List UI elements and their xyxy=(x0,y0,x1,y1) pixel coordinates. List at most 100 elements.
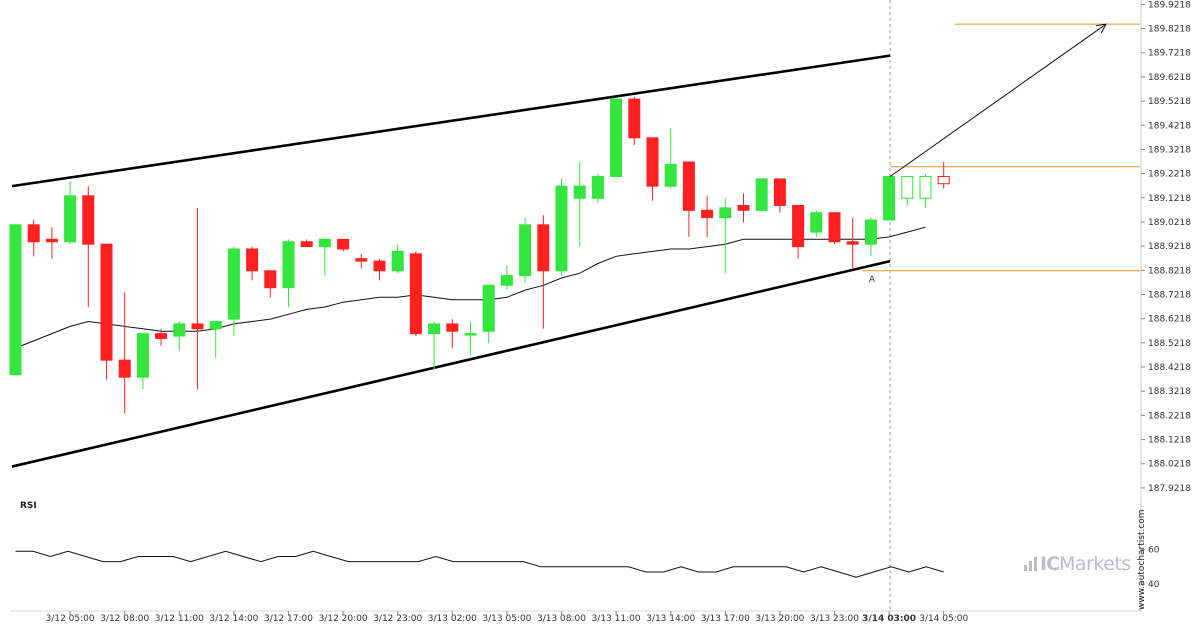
candle-body xyxy=(537,224,550,272)
candle-body xyxy=(519,224,532,277)
candle-body xyxy=(173,323,186,337)
projected-candle-body xyxy=(919,175,932,199)
price-tick-label: 189.2218 xyxy=(1148,170,1191,180)
candle-body xyxy=(337,238,350,250)
price-tick-label: 188.0218 xyxy=(1148,460,1191,470)
price-tick-label: 188.9218 xyxy=(1148,242,1191,252)
candle-body xyxy=(664,163,677,187)
price-tick-label: 188.7218 xyxy=(1148,290,1191,300)
projection-arrow xyxy=(889,23,1107,177)
candle-body xyxy=(155,333,168,339)
candle-body xyxy=(755,178,768,211)
channel-lines xyxy=(11,54,891,468)
candle-body xyxy=(428,323,441,335)
channel-lower-line xyxy=(11,259,891,468)
icmarkets-logo: IC Markets xyxy=(1024,553,1131,575)
candle-body xyxy=(719,207,732,219)
price-tick-label: 188.2218 xyxy=(1148,411,1191,421)
time-tick-label: 3/12 17:00 xyxy=(264,614,313,624)
candle-body xyxy=(500,275,513,286)
candle-body xyxy=(118,359,131,378)
candle-body xyxy=(27,224,40,243)
horizontal-levels xyxy=(862,23,1140,272)
price-tick-label: 188.8218 xyxy=(1148,266,1191,276)
time-tick-label: 3/13 02:00 xyxy=(428,614,477,624)
candle-body xyxy=(646,137,659,187)
time-tick-label: 3/13 05:00 xyxy=(482,614,531,624)
time-tick-label: 3/12 11:00 xyxy=(155,614,204,624)
time-tick-label: 3/13 11:00 xyxy=(592,614,641,624)
candle-body xyxy=(264,270,277,289)
price-tick-label: 189.5218 xyxy=(1148,97,1191,107)
rsi-tick-label: 40 xyxy=(1148,580,1160,590)
point-a-marker: A xyxy=(869,275,876,285)
candle-body xyxy=(482,284,495,332)
candle-body xyxy=(318,238,331,248)
price-tick-label: 189.6218 xyxy=(1148,73,1191,83)
candle-body xyxy=(446,323,459,332)
candle-body xyxy=(883,175,896,221)
price-tick-label: 189.0218 xyxy=(1148,218,1191,228)
time-tick-label: 3/12 14:00 xyxy=(209,614,258,624)
price-tick-label: 189.9218 xyxy=(1148,0,1191,10)
candle-body xyxy=(209,321,222,330)
candle-body xyxy=(391,250,404,272)
rsi-panel: RSI xyxy=(15,501,1145,585)
time-tick-label: 3/13 17:00 xyxy=(701,614,750,624)
candle-body xyxy=(246,248,259,272)
candle-body xyxy=(628,98,641,139)
time-tick-label: 3/13 23:00 xyxy=(810,614,859,624)
time-tick-label: 3/12 08:00 xyxy=(100,614,149,624)
candle-body xyxy=(100,243,113,361)
price-tick-label: 189.4218 xyxy=(1148,121,1191,131)
candle-body xyxy=(610,98,623,177)
time-tick-label: 3/13 08:00 xyxy=(537,614,586,624)
time-tick-label: 3/12 20:00 xyxy=(319,614,368,624)
candle-body xyxy=(555,185,568,272)
candle-body xyxy=(282,241,295,289)
candle-body xyxy=(64,195,77,243)
candle-body xyxy=(701,209,714,219)
candle-body xyxy=(191,323,204,330)
projected-candle-body xyxy=(937,175,950,185)
time-tick-label: 3/13 14:00 xyxy=(646,614,695,624)
candle-body xyxy=(773,178,786,206)
candle-body xyxy=(136,333,149,378)
candle-body xyxy=(45,238,58,243)
forecast-arrowhead xyxy=(1095,23,1107,34)
moving-average-line xyxy=(15,226,926,349)
rsi-line xyxy=(15,550,944,578)
candle-body xyxy=(464,333,477,336)
candle-body xyxy=(9,224,22,376)
candle-body xyxy=(828,212,841,243)
rsi-tick-label: 60 xyxy=(1148,546,1160,556)
price-tick-label: 188.4218 xyxy=(1148,363,1191,373)
candle-body xyxy=(846,241,859,245)
time-tick-label: 3/14 05:00 xyxy=(919,614,968,624)
channel-upper-line xyxy=(11,54,891,188)
candle-body xyxy=(792,204,805,248)
candle-body xyxy=(409,253,422,335)
brand-ic: IC xyxy=(1040,553,1060,575)
price-tick-label: 187.9218 xyxy=(1148,484,1191,494)
moving-average xyxy=(15,226,926,349)
candle-body xyxy=(864,219,877,245)
time-tick-label: 3/12 23:00 xyxy=(373,614,422,624)
price-tick-label: 188.3218 xyxy=(1148,387,1191,397)
price-tick-label: 189.1218 xyxy=(1148,194,1191,204)
candle-body xyxy=(82,195,95,245)
candle-body xyxy=(355,258,368,262)
price-tick-label: 189.7218 xyxy=(1148,49,1191,59)
time-tick-label: 3/12 05:00 xyxy=(46,614,95,624)
price-tick-label: 188.6218 xyxy=(1148,315,1191,325)
time-tick-label: 3/13 20:00 xyxy=(755,614,804,624)
rsi-label: RSI xyxy=(20,501,37,511)
candle-body xyxy=(227,248,240,320)
forecast-arrow-line xyxy=(889,23,1107,177)
price-tick-label: 189.3218 xyxy=(1148,145,1191,155)
price-tick-label: 188.5218 xyxy=(1148,339,1191,349)
candle-body xyxy=(591,175,604,199)
candles xyxy=(9,96,950,414)
candle-body xyxy=(810,212,823,233)
